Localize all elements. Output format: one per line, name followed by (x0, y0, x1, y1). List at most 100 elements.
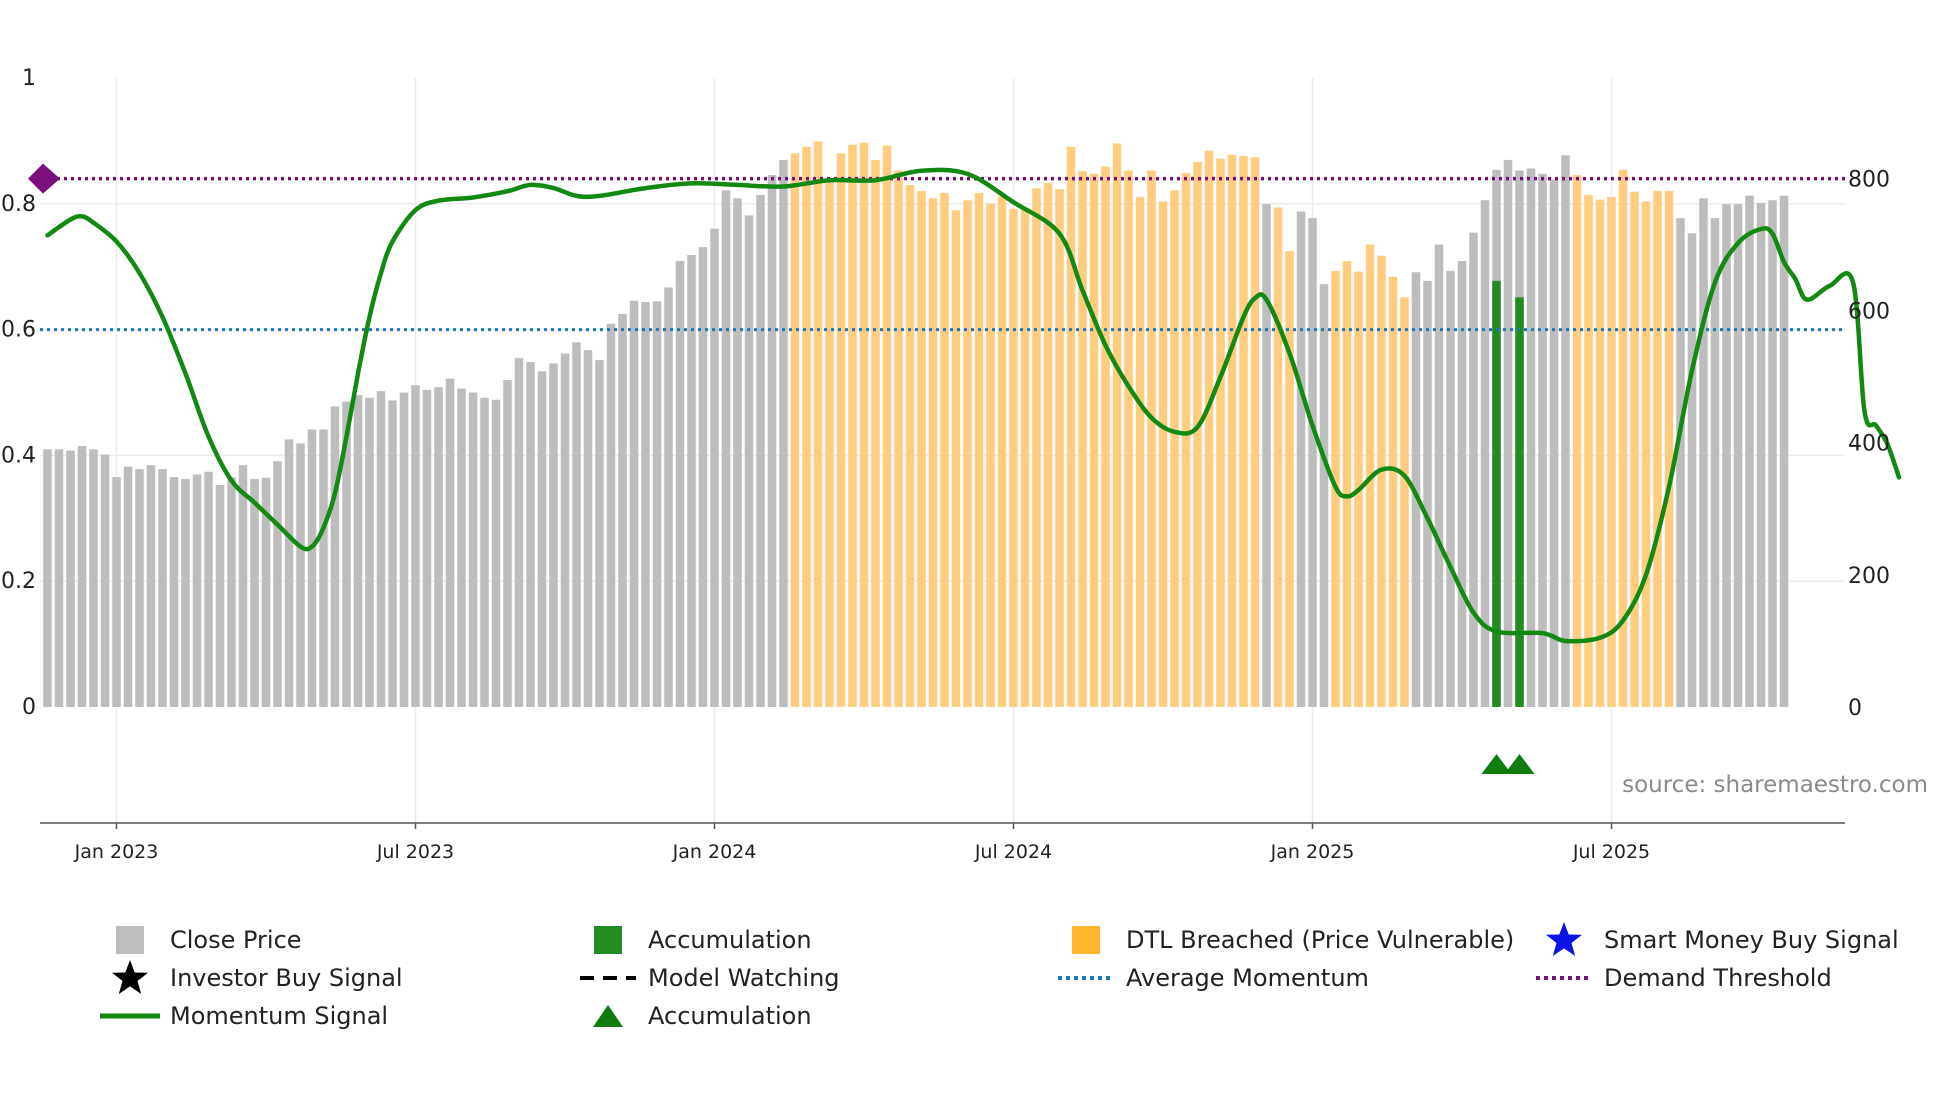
close-price-bar (1423, 280, 1432, 707)
close-price-bar (1572, 175, 1582, 707)
close-price-bar (169, 477, 179, 707)
close-price-bar (273, 461, 282, 707)
close-price-bar (330, 406, 340, 707)
close-price-bar (526, 362, 535, 707)
close-price-bar (1020, 207, 1030, 707)
close-price-bar (1469, 232, 1478, 707)
close-price-bar (756, 194, 765, 708)
right-tick-label: 0 (1848, 696, 1862, 721)
close-price-bar (1262, 204, 1271, 708)
close-price-bar (618, 313, 627, 707)
close-price-bar (250, 479, 259, 707)
close-price-bar (1066, 146, 1076, 707)
close-price-bar (1676, 218, 1685, 708)
close-price-bar (1584, 194, 1593, 708)
close-price-bar (813, 141, 823, 707)
close-price-bar (1227, 154, 1237, 708)
close-price-bar (192, 474, 202, 707)
close-price-bar (1503, 159, 1513, 707)
x-tick-label: Jan 2023 (74, 841, 159, 863)
close-price-bar (100, 454, 110, 707)
left-tick-label: 0.4 (1, 443, 36, 468)
close-price-bar (1170, 190, 1179, 708)
close-price-bar (583, 350, 593, 707)
x-tick-label: Jan 2025 (1270, 841, 1355, 863)
close-price-bar (664, 287, 673, 707)
close-price-bar (1043, 183, 1053, 707)
close-price-bar (411, 385, 420, 707)
close-price-bar (1710, 218, 1720, 708)
close-price-bar (54, 449, 64, 707)
close-price-bar (319, 429, 328, 707)
close-price-bar (560, 353, 570, 707)
close-price-bar (388, 400, 397, 707)
close-price-bar (261, 477, 271, 707)
close-price-bar (779, 159, 788, 707)
close-price-bar (836, 153, 846, 708)
close-price-bar (974, 192, 984, 707)
close-price-bar (825, 178, 834, 707)
close-price-bar (89, 449, 98, 707)
close-price-bar (1216, 158, 1225, 707)
close-price-bar (1193, 161, 1202, 708)
close-price-bar (1653, 190, 1662, 707)
x-tick-label: Jul 2024 (974, 841, 1052, 863)
close-price-bar (1768, 200, 1777, 707)
close-price-bar (77, 446, 87, 707)
close-price-bar (1089, 173, 1099, 707)
left-tick-label: 0.8 (1, 192, 36, 217)
close-price-bar (1641, 201, 1651, 707)
close-price-bar (1756, 202, 1766, 707)
close-price-bar (1250, 157, 1260, 708)
close-price-bar (652, 301, 662, 707)
close-price-bar (1400, 297, 1409, 707)
close-price-bar (997, 196, 1007, 707)
right-tick-label: 800 (1848, 167, 1890, 192)
close-price-bar (1388, 276, 1398, 707)
close-price-bar (687, 255, 696, 708)
close-price-bar (905, 185, 915, 708)
close-price-bar (1434, 244, 1444, 707)
close-price-bar (963, 200, 972, 707)
close-price-bar (790, 153, 800, 708)
close-price-bar (848, 144, 857, 707)
close-price-bar (882, 145, 892, 708)
left-tick-label: 0.6 (1, 318, 36, 343)
close-price-bar (606, 323, 616, 707)
close-price-bar (629, 300, 639, 707)
left-tick-label: 0 (22, 695, 36, 720)
close-price-bar (1181, 173, 1191, 708)
close-price-bar (549, 363, 558, 707)
close-price-bar (1124, 170, 1133, 707)
close-price-bar (767, 175, 777, 707)
close-price-bar (1032, 188, 1041, 707)
close-price-bar (986, 203, 995, 708)
close-price-bar (1480, 200, 1490, 707)
close-price-bar (871, 159, 880, 707)
accumulation-markers (1481, 754, 1535, 774)
x-tick-label: Jul 2025 (1572, 841, 1650, 863)
close-price-bar (158, 469, 167, 707)
close-price-bar (1745, 195, 1754, 707)
close-price-bar (698, 247, 708, 707)
close-price-bar (296, 443, 305, 707)
close-price-bar (1457, 261, 1467, 707)
close-price-bar (1273, 207, 1283, 707)
close-price-bar (1549, 179, 1559, 707)
momentum-signal-line (45, 167, 1902, 644)
close-price-bar (1147, 170, 1156, 707)
close-price-bar (514, 358, 524, 707)
close-price-bar (181, 479, 190, 707)
close-price-bar (434, 387, 443, 707)
close-price-bar (480, 397, 489, 707)
close-price-bar (1446, 270, 1455, 707)
close-price-bar (917, 190, 926, 707)
close-price-bar (342, 401, 351, 707)
close-price-bar (1595, 199, 1605, 708)
close-price-bar (1538, 173, 1547, 707)
right-tick-label: 600 (1848, 300, 1890, 325)
close-price-bar (43, 449, 52, 707)
close-price-bar (1779, 195, 1789, 707)
accumulation-bar (1492, 280, 1501, 707)
